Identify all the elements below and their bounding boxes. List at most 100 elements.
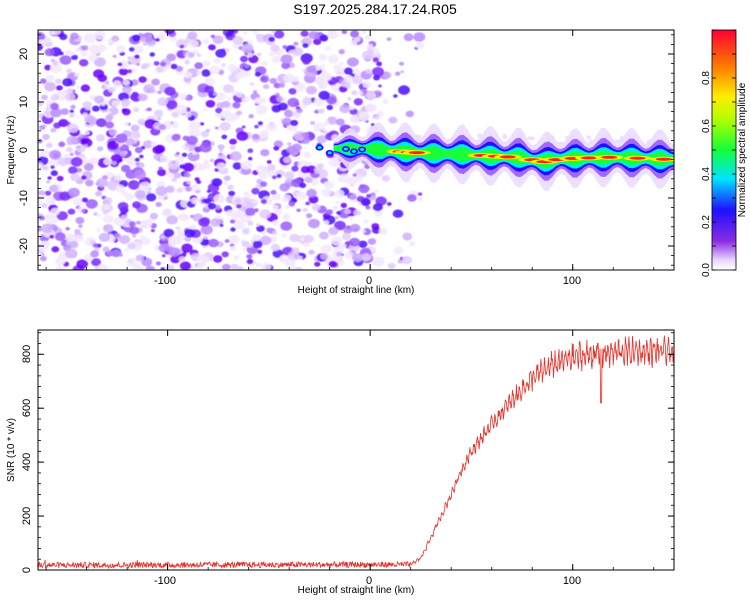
noise-blob	[214, 126, 219, 130]
noise-blob	[287, 142, 292, 146]
noise-blob	[195, 190, 200, 194]
noise-blob	[216, 162, 227, 171]
noise-blob	[349, 223, 361, 233]
noise-blob	[366, 43, 374, 49]
noise-blob	[313, 122, 326, 133]
noise-blob	[296, 191, 307, 200]
noise-blob	[96, 178, 108, 188]
noise-blob	[293, 112, 301, 119]
noise-blob	[153, 109, 164, 118]
noise-blob	[121, 164, 131, 173]
noise-blob	[289, 233, 300, 243]
noise-blob	[66, 123, 79, 133]
noise-blob	[51, 200, 56, 204]
noise-blob	[251, 187, 260, 195]
noise-blob	[58, 141, 66, 148]
noise-blob	[157, 97, 169, 106]
noise-blob	[132, 234, 137, 238]
noise-blob	[118, 68, 129, 76]
noise-blob	[66, 88, 74, 94]
noise-blob	[241, 96, 250, 103]
noise-blob	[399, 61, 404, 66]
noise-blob	[171, 133, 181, 142]
noise-blob	[332, 205, 339, 211]
noise-blob	[242, 70, 252, 77]
noise-blob	[38, 201, 44, 207]
noise-blob	[98, 232, 110, 242]
snr-ticks	[38, 330, 674, 571]
noise-blob	[378, 227, 388, 235]
noise-blob	[160, 267, 166, 270]
noise-blob	[321, 188, 332, 197]
noise-blob	[260, 75, 269, 83]
noise-blob	[80, 138, 88, 144]
noise-blob	[241, 240, 250, 248]
noise-blob	[54, 232, 66, 242]
noise-blob	[293, 101, 300, 107]
noise-blob	[81, 209, 86, 213]
noise-blob	[378, 84, 382, 88]
noise-blob	[270, 172, 275, 176]
noise-blob	[96, 146, 104, 152]
noise-blob	[320, 64, 326, 69]
noise-blob	[288, 88, 297, 95]
noise-blob	[362, 80, 372, 88]
noise-blob	[83, 163, 94, 171]
noise-blob	[155, 38, 160, 42]
noise-blob	[299, 237, 305, 242]
noise-blob	[49, 234, 55, 239]
noise-blob	[254, 71, 261, 77]
signal-hotspot	[629, 156, 646, 160]
noise-blob	[245, 207, 256, 216]
noise-blob	[186, 180, 192, 185]
noise-blob	[338, 49, 345, 55]
noise-blob	[351, 75, 363, 85]
noise-blob	[165, 264, 175, 270]
noise-blob	[248, 114, 254, 119]
noise-blob	[381, 175, 391, 182]
noise-blob	[283, 73, 295, 83]
noise-blob	[111, 35, 120, 42]
noise-blob	[270, 243, 280, 252]
noise-blob	[194, 62, 204, 70]
noise-blob	[328, 227, 339, 236]
noise-blob	[92, 243, 99, 248]
noise-blob	[68, 166, 78, 174]
noise-blob	[69, 152, 74, 156]
noise-blob	[130, 93, 142, 102]
noise-blob	[50, 165, 55, 169]
noise-blob	[381, 71, 392, 80]
noise-blob	[318, 108, 325, 114]
noise-blob	[343, 67, 353, 75]
noise-blob	[112, 54, 117, 58]
signal-hotspot	[408, 151, 425, 155]
noise-blob	[221, 63, 226, 67]
noise-blob	[62, 78, 73, 87]
noise-blob	[341, 30, 348, 35]
noise-blob	[105, 121, 114, 129]
noise-blob	[198, 217, 210, 227]
noise-blob	[209, 65, 221, 75]
noise-blob	[155, 261, 161, 266]
noise-blob	[39, 215, 45, 221]
noise-blob	[232, 162, 242, 170]
noise-blob	[196, 180, 202, 185]
snr-xaxis-label: Height of straight line (km)	[298, 585, 415, 596]
noise-blob	[307, 218, 320, 229]
noise-blob	[299, 182, 307, 189]
noise-blob	[219, 223, 224, 227]
noise-blob	[179, 44, 185, 49]
noise-blob	[222, 181, 228, 186]
noise-blob	[273, 82, 281, 89]
noise-blob	[350, 30, 360, 38]
noise-blob	[333, 64, 341, 70]
noise-blob	[372, 256, 385, 267]
noise-blob	[282, 45, 288, 50]
noise-blob	[208, 238, 219, 248]
noise-blob	[218, 194, 223, 198]
noise-blob	[302, 58, 311, 65]
noise-blob	[161, 254, 166, 258]
noise-blob	[132, 34, 141, 42]
noise-blob	[50, 102, 59, 110]
